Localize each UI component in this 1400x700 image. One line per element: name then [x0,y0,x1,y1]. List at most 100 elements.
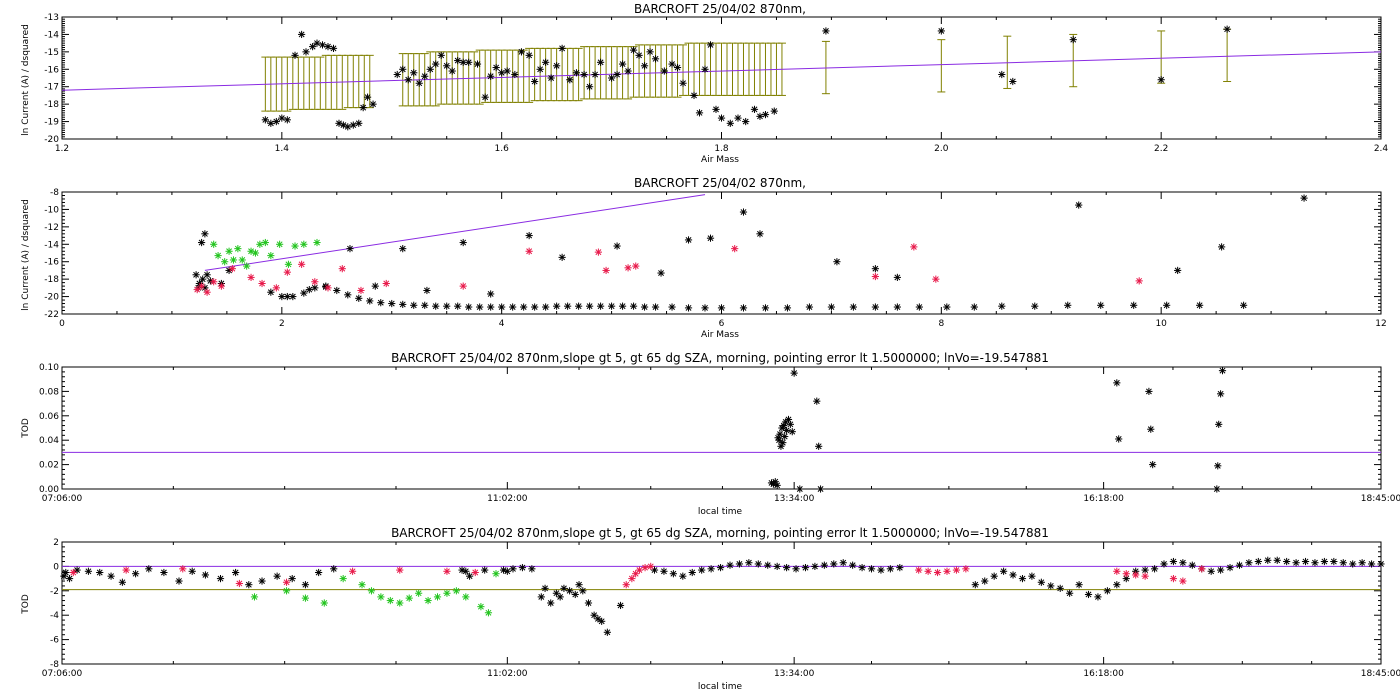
panel-1-series-1-point [415,79,423,87]
panel-4-ytick-label: 0 [53,562,59,572]
panel-3-ytick-label: 0.10 [39,363,59,373]
panel-1-ytick-label: -13 [44,13,59,23]
panel-4-series-1-point [745,559,753,567]
panel-4-series-3-point [377,593,385,601]
panel-2-series-1-point [410,301,418,309]
panel-4-series-1-point [669,570,677,578]
panel-4-series-2-point [1198,565,1206,573]
panel-2-series-1-point [1196,301,1204,309]
panel-1-series-1-point [756,112,764,120]
panel-2-series-1-point [558,253,566,261]
panel-2-series-1-point [1300,194,1308,202]
panel-4-series-1-point [1377,560,1385,568]
panel-4-series-3-point [433,593,442,601]
panel-1-ytick-label: -15 [44,48,59,58]
panel-4-series-1-point [1217,566,1225,574]
panel-2-series-1-point [586,302,594,310]
panel-4-series-2-point [1141,572,1149,580]
panel-4-series-2-point [1113,567,1121,575]
panel-2-series-1-point [998,302,1006,310]
panel-4-series-1-point [503,567,511,575]
panel-2-xtick-label: 12 [1375,319,1386,329]
panel-1-series-1-point [701,65,709,73]
panel-1-series-1-point [629,46,638,54]
panel-1-xtick-label: 1.4 [275,144,290,154]
panel-1-series-1-point [558,44,566,52]
panel-4-series-1-point [118,578,126,586]
panel-2-series-1-point [192,271,200,279]
panel-2-series-1-point [1174,266,1182,275]
panel-4-series-1-point [579,587,587,595]
panel-2-ytick-label: -14 [44,240,59,250]
panel-4-series-1-point [792,565,800,573]
panel-2-series-1-point [739,208,748,216]
panel-4-series-1-point [1009,571,1017,579]
panel-2-series-1-point [943,303,951,311]
panel-1-series-1-point [1157,76,1165,84]
panel-2-series-2-point [382,279,390,288]
panel-4-series-1-point [565,587,574,595]
panel-1-series-1-point [572,69,581,77]
panel-3-title: BARCROFT 25/04/02 870nm,slope gt 5, gt 6… [391,351,1049,365]
panel-1-series-1-point [359,104,367,112]
panel-4-ytick-label: -6 [50,636,59,646]
panel-4-series-1-point [258,577,266,585]
panel-1-series-1-point [492,63,500,72]
panel-1-series-1-point [640,62,649,70]
panel-1-series-1-point [668,60,676,68]
panel-4-series-2-point [69,568,77,577]
panel-2-ylabel: ln Current (A) / dsquared [21,199,31,311]
panel-4-series-1-point [971,581,979,589]
panel-1-series-1-point [498,69,506,77]
panel-1-ylabel: ln Current (A) / dsquared [21,24,31,136]
panel-2-series-1-point [388,299,396,308]
panel-4-series-1-point [1339,559,1347,567]
panel-2-series-2-point [624,264,632,272]
panel-2-series-1-point [267,288,275,296]
panel-1-series-1-point [613,70,621,79]
panel-2-series-2-point [193,286,201,294]
panel-1: BARCROFT 25/04/02 870nm, Air Mass ln Cur… [21,2,806,165]
panel-4-series-1-point [1226,564,1234,572]
panel-1-series-1-point [646,48,654,56]
panel-2-series-1-point [399,300,407,309]
panel-2-series-3-point [284,260,293,268]
panel-2-series-3-point [300,240,308,248]
panel-2-series-2-point [525,247,533,255]
panel-2-xtick-label: 6 [719,319,725,329]
panel-3-xtick-label: 16:18:00 [1083,494,1124,504]
panel-4-series-2-point [282,578,291,586]
panel-4-series-2-point [1132,571,1140,579]
panel-4-series-1-point [107,572,115,580]
panel-2-series-3-point [234,245,242,253]
panel-4-series-1-point [1292,559,1300,567]
panel-4-series-1-point [698,566,706,574]
panel-4-series-1-point [541,584,549,592]
panel-1-ytick-label: -20 [44,135,59,145]
panel-4-series-2-point [443,567,451,575]
panel-2-series-2-point [357,286,365,295]
panel-2-series-3-point [221,258,229,266]
panel-2-series-1-point [640,303,649,311]
panel-2-series-1-point [509,303,517,311]
panel-4-series-1-point [858,564,866,572]
panel-2-ytick-label: -20 [44,293,59,303]
panel-4-series-1-point [716,564,725,572]
panel-1-series-1-point [283,116,291,124]
panel-3-series-1-point [815,442,823,450]
panel-1-series-1-point [437,51,445,59]
panel-1-xtick-label: 2.0 [934,144,949,154]
panel-2-series-2-point [203,288,211,296]
panel-4-series-2-point [628,575,636,583]
panel-2-series-2-point [247,273,255,281]
panel-4-series-1-point [1150,565,1159,573]
panel-1-series-1-point [324,43,332,51]
panel-4-xtick-label: 16:18:00 [1083,669,1124,679]
panel-4-series-1-point [232,568,240,577]
panel-4-series-2-point [933,568,942,577]
panel-1-series-1-point [272,117,280,126]
panel-2-series-2-point [298,260,306,268]
panel-3-series-1-point [1147,425,1155,433]
panel-2-series-1-point [1240,301,1248,309]
